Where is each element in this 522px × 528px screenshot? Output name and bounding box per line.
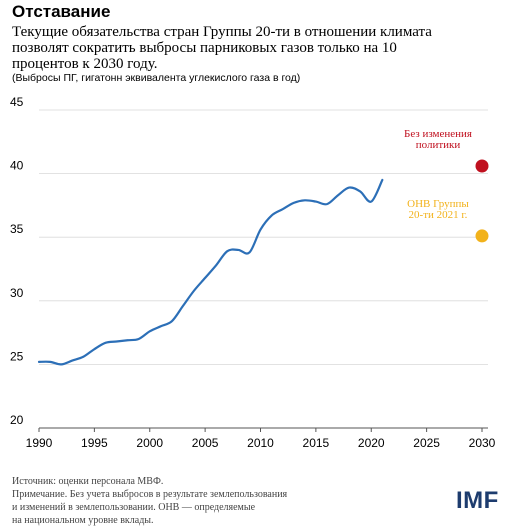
chart-subtitle: Текущие обязательства стран Группы 20-ти… — [12, 24, 432, 72]
point-label: Без изменения — [404, 128, 472, 140]
y-tick-label: 40 — [10, 159, 24, 173]
point-g20-ndc-2021 — [475, 229, 489, 243]
y-tick-label: 45 — [10, 95, 24, 109]
y-tick-label: 35 — [10, 222, 24, 236]
point-label: 20-ти 2021 г. — [409, 209, 468, 221]
x-tick-label: 2030 — [469, 436, 496, 450]
footer: Источник: оценки персонала МВФ. Примечан… — [12, 475, 392, 527]
x-tick-label: 2025 — [413, 436, 440, 450]
note-line-3: на национальном уровне вклады. — [12, 515, 154, 526]
y-tick-label: 20 — [10, 413, 24, 427]
point-no-policy-change — [475, 159, 489, 173]
y-tick-label: 25 — [10, 349, 24, 363]
x-tick-label: 1995 — [81, 436, 108, 450]
x-tick-label: 2015 — [303, 436, 330, 450]
x-tick-label: 2005 — [192, 436, 219, 450]
x-tick-label: 2010 — [247, 436, 274, 450]
chart-title: Отставание — [12, 2, 111, 21]
source-note: Источник: оценки персонала МВФ. — [12, 476, 164, 487]
x-tick-label: 2000 — [136, 436, 163, 450]
y-tick-label: 30 — [10, 286, 24, 300]
x-tick-label: 2020 — [358, 436, 385, 450]
note-line-2: и изменений в землепользовании. ОНВ — оп… — [12, 502, 256, 513]
imf-logo: IMF — [456, 487, 499, 514]
note-line-1: Примечание. Без учета выбросов в результ… — [12, 489, 288, 500]
units-label: (Выбросы ПГ, гигатонн эквивалента углеки… — [12, 72, 301, 84]
point-label: политики — [416, 139, 461, 151]
x-tick-label: 1990 — [26, 436, 53, 450]
series-line — [37, 178, 384, 366]
point-label: ОНВ Группы — [407, 198, 469, 210]
